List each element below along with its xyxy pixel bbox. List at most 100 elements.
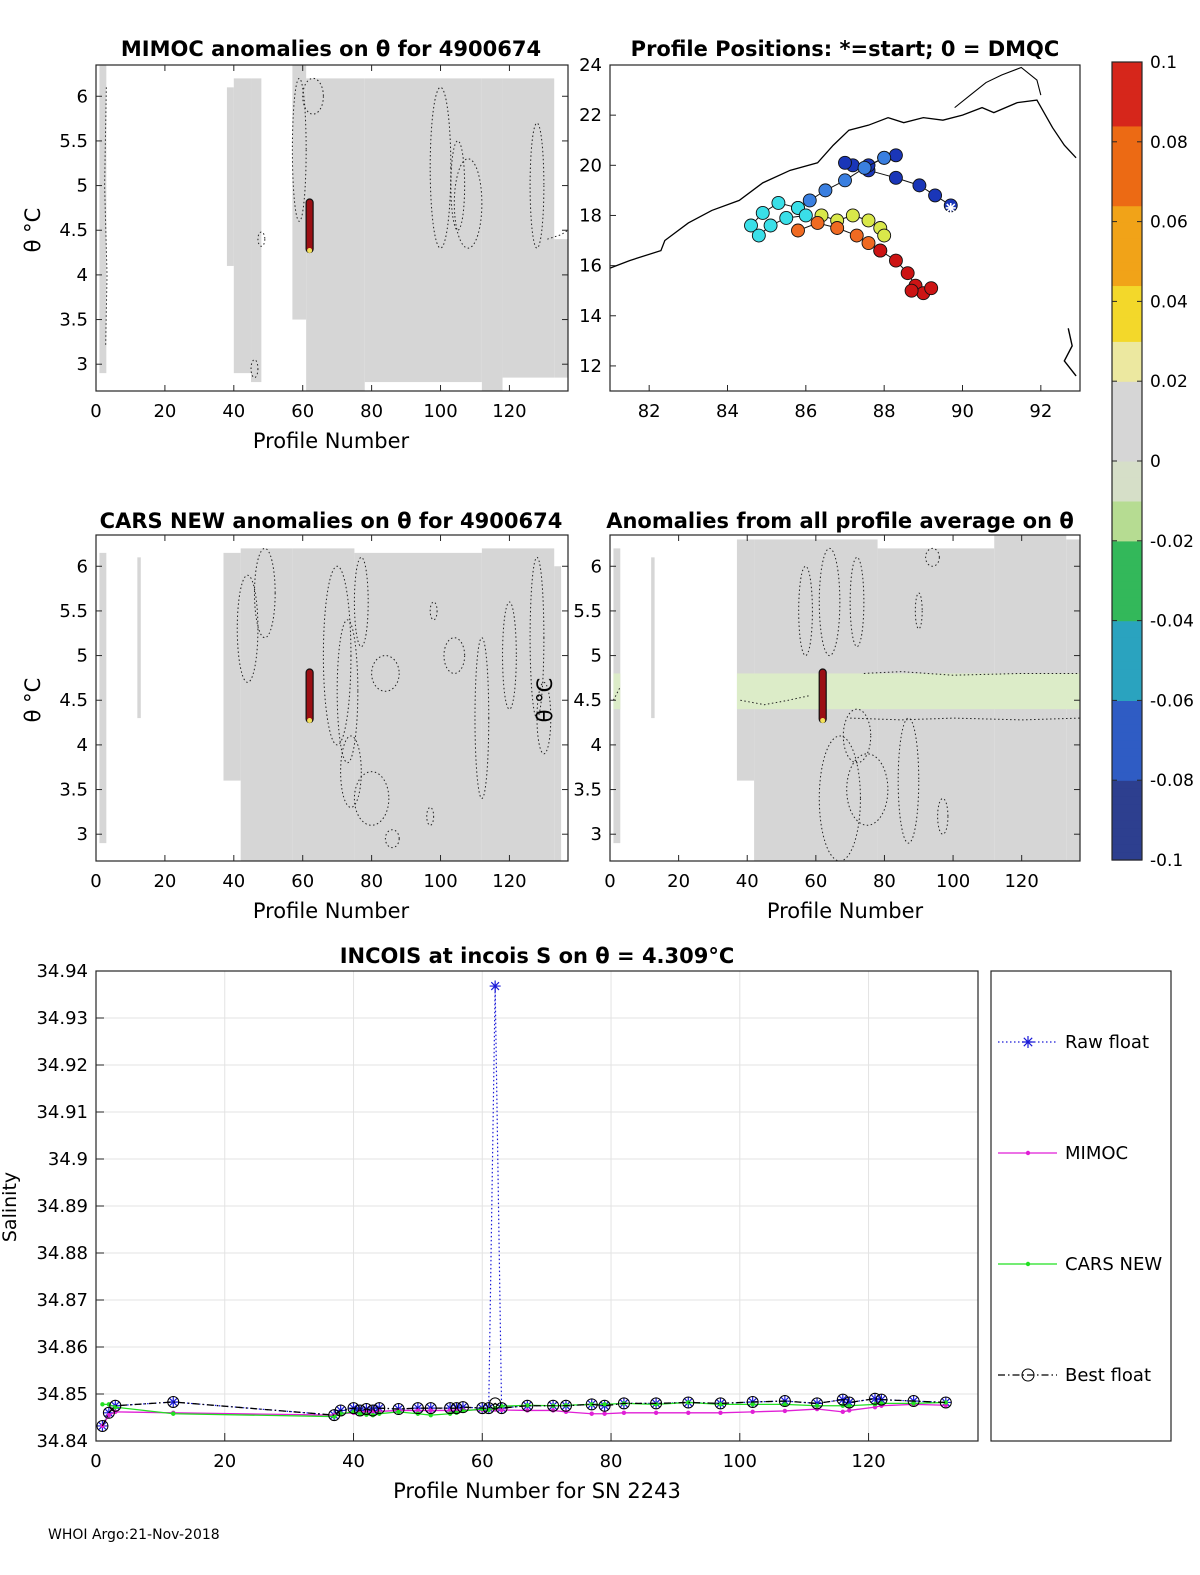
colorbar-swatch [1112, 812, 1142, 821]
legend-label: Best float [1065, 1365, 1151, 1386]
cars-contour [340, 735, 362, 808]
allavg-contour-line [740, 695, 810, 706]
colorbar-swatch [1112, 189, 1142, 199]
positions-xtick-label: 84 [716, 401, 739, 422]
cars-data-column [240, 548, 293, 861]
cars-contour [353, 771, 390, 826]
allavg-contour [842, 708, 872, 764]
mimoc-contour [302, 77, 324, 115]
coastline-islands [1063, 328, 1077, 377]
cars-contour [529, 556, 545, 719]
profile-position-point [924, 281, 939, 296]
profile-position-point [861, 213, 876, 228]
salinity-ytick-label: 34.92 [36, 1055, 88, 1076]
mimoc-point [653, 1410, 659, 1416]
footer-credit: WHOI Argo:21-Nov-2018 [48, 1527, 220, 1543]
mimoc-xtick-label: 80 [360, 401, 383, 422]
profile-position-point [751, 228, 766, 243]
best-float-point [102, 1406, 115, 1419]
salinity-ytick-label: 34.84 [36, 1431, 88, 1452]
best-float-point [392, 1403, 405, 1416]
mimoc-point [847, 1408, 852, 1413]
raw-float-point [425, 1402, 437, 1414]
colorbar-swatch [1112, 149, 1142, 159]
cars-new-point [943, 1400, 949, 1405]
colorbar-swatch [1112, 476, 1142, 486]
mimoc-data-column [226, 87, 234, 266]
mimoc-panel: MIMOC anomalies on θ for 4900674 0 20 40 60… [21, 37, 569, 453]
profile-position-point [904, 283, 919, 298]
mimoc-point [550, 1408, 556, 1413]
salinity-ytick-label: 34.88 [36, 1243, 88, 1264]
best-float-point [456, 1401, 469, 1414]
salinity-ytick-label: 34.89 [36, 1196, 88, 1217]
best-float-point [875, 1393, 888, 1406]
cars-xtick-label: 120 [492, 871, 526, 892]
colorbar-tick-label: 0.1 [1150, 53, 1177, 73]
colorbar-swatch [1112, 325, 1142, 334]
allavg-contour [798, 565, 813, 657]
colorbar-swatch [1112, 461, 1142, 470]
positions-ytick-label: 16 [579, 256, 602, 277]
best-float-point [585, 1398, 598, 1411]
cars-new-point [847, 1403, 852, 1408]
cars-data-column [481, 548, 555, 861]
cars-xtick-label: 100 [423, 871, 457, 892]
allavg-contour [846, 753, 889, 826]
colorbar-swatch [1112, 397, 1142, 406]
colorbar-swatch [1112, 748, 1142, 757]
mimoc-contour-line [104, 87, 108, 347]
colorbar-tick-label: -0.06 [1150, 691, 1194, 711]
legend-label: MIMOC [1065, 1143, 1128, 1164]
mimoc-data-column [481, 78, 503, 391]
allavg-xtick-label: 0 [604, 871, 615, 892]
salinity-title: INCOIS at incois S on θ = 4.309°C [340, 944, 735, 968]
colorbar-tick-label: 0.04 [1150, 292, 1188, 312]
salinity-xtick-label: 100 [723, 1451, 757, 1472]
mimoc-data-column [99, 65, 107, 374]
positions-title: Profile Positions: *=start; 0 = DMQC [631, 37, 1060, 61]
colorbar-swatch [1112, 181, 1142, 191]
colorbar-swatch [1112, 612, 1142, 622]
positions-ytick-label: 12 [579, 356, 602, 377]
mimoc-data-column [502, 78, 555, 378]
allavg-contour [897, 717, 920, 844]
best-float-point [328, 1409, 341, 1422]
allavg-ytick-label: 3.5 [573, 780, 602, 801]
colorbar-swatch [1112, 700, 1142, 709]
cars-panel: CARS NEW anomalies on θ for 4900674 0 20 4… [21, 509, 569, 923]
colorbar-swatch [1112, 668, 1142, 678]
colorbar-swatch [1112, 117, 1142, 127]
salinity-ytick-label: 34.94 [36, 961, 88, 982]
colorbar-swatch [1112, 740, 1142, 749]
mimoc-point [621, 1410, 627, 1416]
cars-data-column [292, 548, 355, 861]
cars-ytick-label: 5 [77, 646, 88, 667]
colorbar-swatch [1112, 596, 1142, 606]
colorbar-swatch [1112, 532, 1142, 542]
profile-position-point [744, 218, 758, 233]
colorbar-swatch [1112, 780, 1142, 789]
allavg-contour-line [863, 671, 1080, 676]
colorbar-swatch [1112, 836, 1142, 845]
mimoc-point [415, 1408, 421, 1413]
colorbar-swatch [1112, 133, 1142, 143]
colorbar-swatch [1112, 500, 1142, 510]
mimoc-title: MIMOC anomalies on θ for 4900674 [121, 37, 541, 61]
mimoc-point [718, 1410, 723, 1416]
best-float-point [109, 1399, 122, 1412]
profile-position-point [763, 218, 778, 233]
mimoc-ytick-label: 4 [77, 265, 88, 286]
best-float-point [836, 1393, 849, 1406]
salinity-ytick-label: 34.85 [36, 1384, 88, 1405]
cars-new-point [357, 1411, 363, 1416]
profile-position-point [877, 150, 892, 165]
positions-xtick-label: 86 [794, 401, 817, 422]
cars-ytick-label: 4 [77, 735, 88, 756]
mimoc-point [782, 1408, 788, 1414]
colorbar-swatch [1112, 708, 1142, 717]
allavg-ytick-label: 6 [591, 556, 602, 577]
mimoc-contour [529, 122, 545, 249]
colorbar-swatch [1112, 253, 1142, 263]
